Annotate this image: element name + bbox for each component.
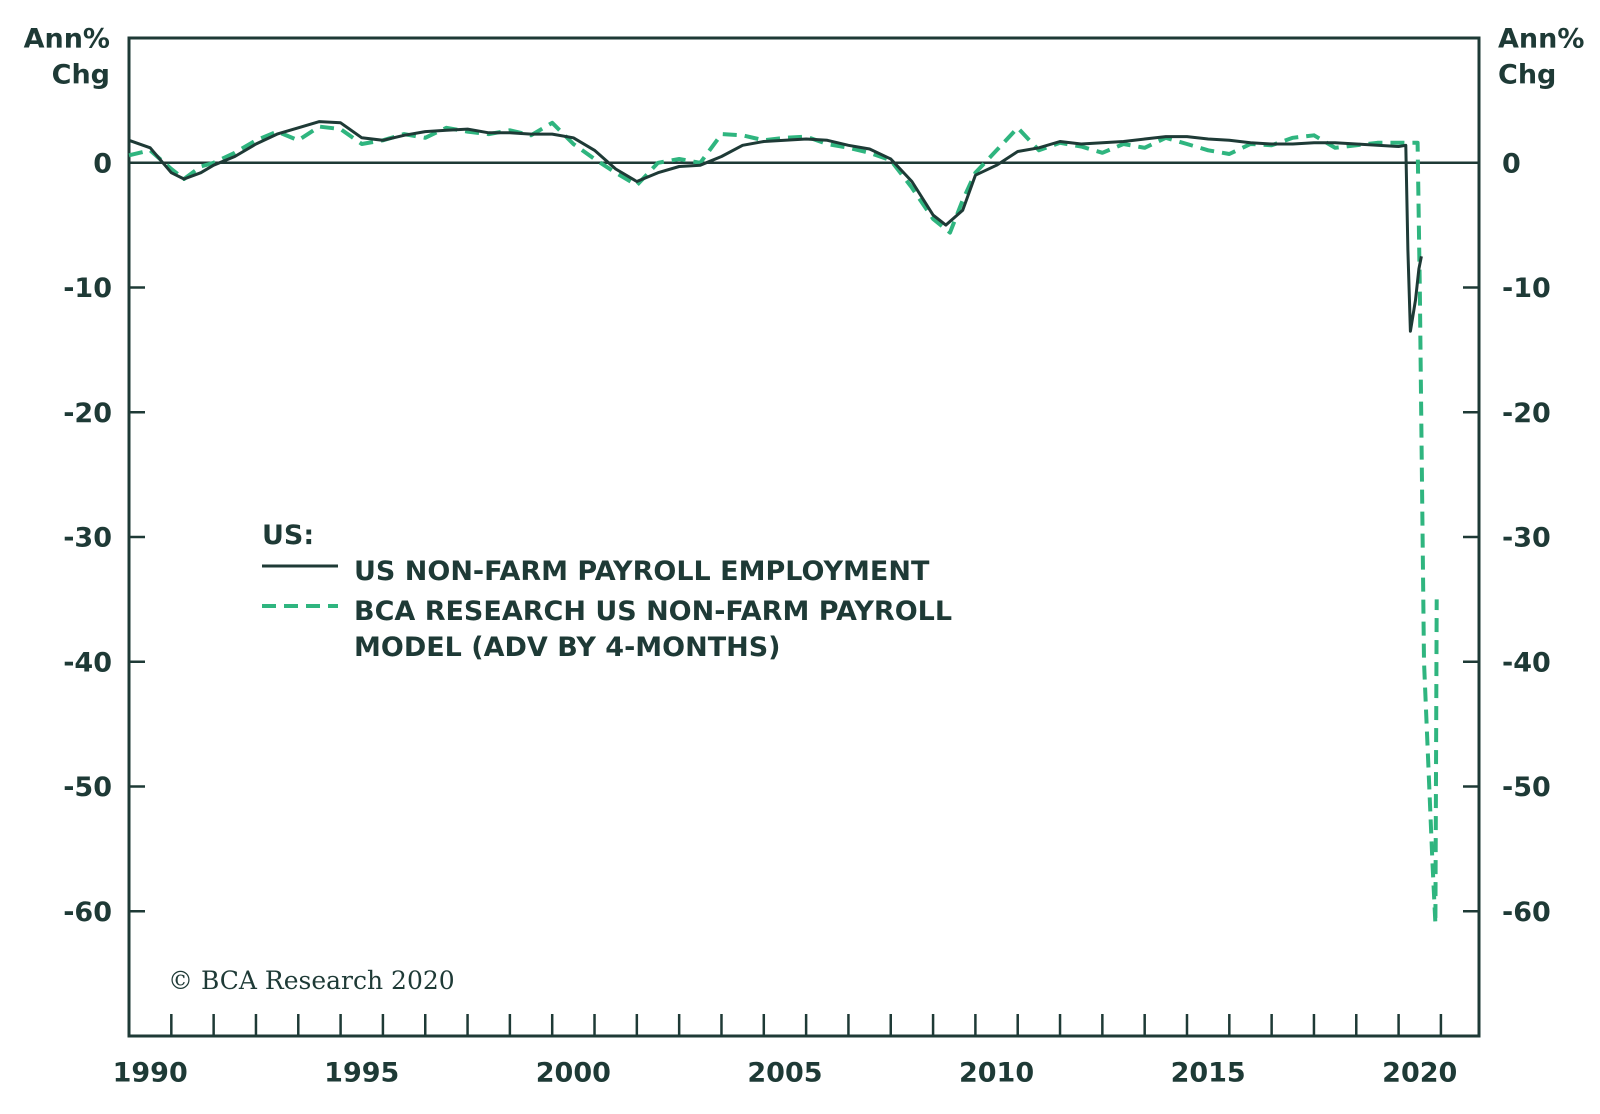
series-line <box>128 120 1423 333</box>
legend-key-svg <box>262 564 338 568</box>
legend: US: US NON-FARM PAYROLL EMPLOYMENT BCA RE… <box>262 518 1022 666</box>
copyright: © BCA Research 2020 <box>168 966 455 995</box>
y-tick-label: -50 <box>63 772 112 803</box>
y-tick-label: -10 <box>63 273 112 304</box>
y2-axis-title: Chg <box>1498 60 1556 91</box>
y2-tick-label: -20 <box>1502 398 1551 429</box>
x-tick-label: 2020 <box>1382 1058 1457 1089</box>
y-tick-label: -20 <box>63 398 112 429</box>
legend-key-box <box>262 594 340 634</box>
y2-tick-label: -50 <box>1502 772 1551 803</box>
plot-frame <box>127 36 1481 1038</box>
y-tick-label: -40 <box>63 647 112 678</box>
series-line <box>128 120 1439 926</box>
legend-items: US NON-FARM PAYROLL EMPLOYMENT BCA RESEAR… <box>262 554 1022 666</box>
legend-label: US NON-FARM PAYROLL EMPLOYMENT <box>354 556 930 587</box>
y-axis-title: Chg <box>52 60 110 91</box>
y-tick-label: -30 <box>63 523 112 554</box>
legend-item: US NON-FARM PAYROLL EMPLOYMENT <box>262 554 1022 594</box>
y2-axis-title: Ann% <box>1498 24 1584 55</box>
y-tick-label: 0 <box>93 148 112 179</box>
x-tick-label: 2005 <box>747 1058 822 1089</box>
x-tick-label: 2010 <box>959 1058 1034 1089</box>
y2-tick-label: 0 <box>1502 148 1521 179</box>
y2-tick-label: -40 <box>1502 647 1551 678</box>
y2-tick-label: -30 <box>1502 523 1551 554</box>
legend-item: BCA RESEARCH US NON-FARM PAYROLL MODEL (… <box>262 594 1022 666</box>
x-tick-label: 2015 <box>1171 1058 1246 1089</box>
x-tick-label: 1995 <box>324 1058 399 1089</box>
x-tick-label: 1990 <box>113 1058 188 1089</box>
legend-title: US: <box>262 520 315 551</box>
y-tick-label: -60 <box>63 897 112 928</box>
legend-key-svg <box>262 604 338 608</box>
y2-tick-label: -60 <box>1502 897 1551 928</box>
x-tick-label: 2000 <box>536 1058 611 1089</box>
legend-label: BCA RESEARCH US NON-FARM PAYROLL MODEL (… <box>354 596 953 663</box>
legend-key-box <box>262 554 340 594</box>
y-axis-title: Ann% <box>24 24 110 55</box>
y2-tick-label: -10 <box>1502 273 1551 304</box>
